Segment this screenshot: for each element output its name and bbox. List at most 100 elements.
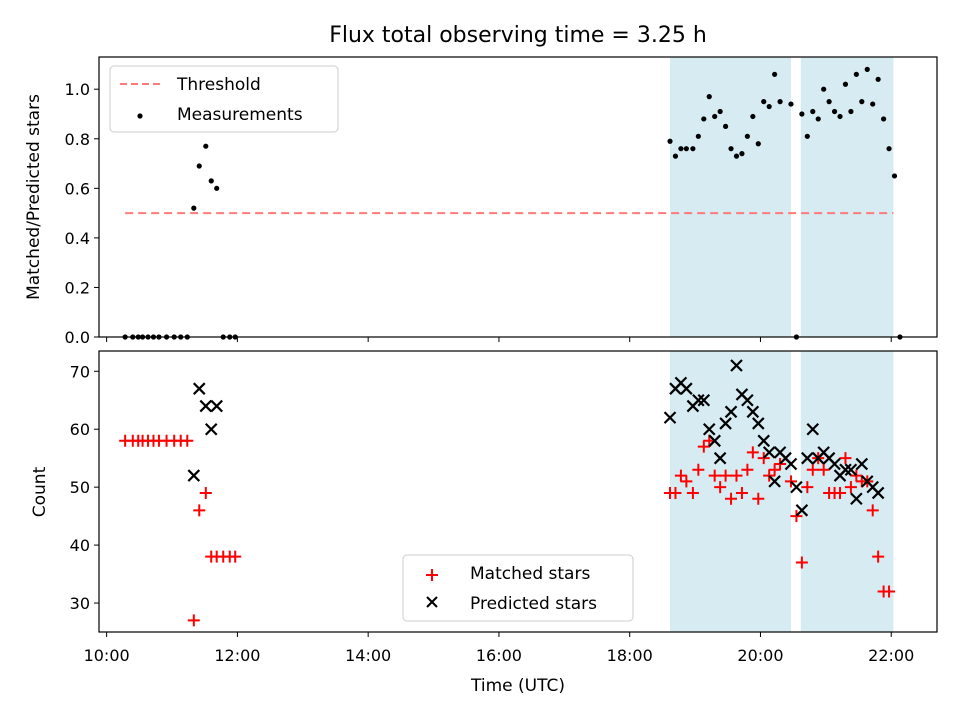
- measurement-point: [777, 99, 783, 105]
- legend-threshold-label: Threshold: [176, 75, 261, 95]
- top-axes-frame: [98, 56, 938, 338]
- measurement-point: [706, 94, 712, 100]
- measurement-point: [799, 111, 805, 117]
- matched-star-point: [714, 481, 727, 494]
- predicted-star-point: [828, 457, 841, 471]
- x-tick-label: 20:00: [737, 646, 783, 665]
- y-tick-label: 0.4: [65, 229, 90, 248]
- top-panel: 0.0 0.2 0.4 0.6 0.8 1.0 Matched/Predicted sta…: [24, 56, 938, 347]
- measurement-point: [766, 103, 772, 110]
- matched-star-point: [193, 504, 206, 517]
- predicted-star-point: [713, 451, 727, 465]
- measurement-point: [208, 178, 214, 184]
- measurement-point: [875, 76, 881, 82]
- matched-star-point: [746, 446, 759, 459]
- measurement-point: [810, 108, 816, 115]
- measurement-point: [837, 113, 843, 120]
- measurement-point: [848, 108, 854, 115]
- measurement-point: [826, 99, 832, 105]
- matched-star-point: [768, 463, 781, 476]
- predicted-star-point: [806, 422, 820, 436]
- predicted-star-point: [790, 480, 803, 494]
- matched-star-point: [741, 463, 754, 476]
- y-tick-label: 0.2: [65, 278, 90, 297]
- measurement-point: [191, 205, 197, 211]
- matched-star-point: [229, 550, 242, 563]
- measurement-point: [690, 146, 696, 152]
- matched-star-point: [187, 614, 200, 627]
- measurement-point: [712, 113, 718, 120]
- predicted-star-point: [795, 504, 809, 517]
- matched-star-point: [790, 510, 803, 523]
- measurement-point: [870, 101, 876, 107]
- matched-star-point: [844, 481, 857, 494]
- observing-window-shade: [670, 57, 791, 337]
- top-y-axis-label: Matched/Predicted stars: [24, 94, 44, 300]
- predicted-star-point: [702, 422, 716, 436]
- matched-star-point: [774, 457, 787, 470]
- predicted-star-point: [187, 469, 201, 482]
- matched-star-point: [839, 452, 852, 465]
- top-legend-box: [109, 65, 339, 133]
- matched-star-point: [801, 481, 814, 494]
- measurement-point: [672, 153, 679, 159]
- measurement-point: [772, 71, 778, 77]
- matched-star-point: [697, 440, 710, 453]
- predicted-star-point: [839, 463, 852, 477]
- x-tick-label: 12:00: [214, 646, 260, 665]
- matched-star-point: [735, 486, 748, 499]
- y-tick-label: 70: [70, 362, 90, 381]
- observing-window-shade: [670, 351, 791, 632]
- legend-predicted-swatch: [426, 596, 438, 608]
- measurement-point: [667, 138, 673, 144]
- measurement-point: [821, 86, 827, 92]
- matched-star-point: [784, 475, 797, 488]
- bottom-y-axis-label: Count: [30, 466, 50, 517]
- predicted-star-point: [768, 475, 781, 488]
- measurement-point: [886, 146, 892, 152]
- x-tick-label: 22:00: [868, 646, 914, 665]
- predicted-star-point: [719, 417, 732, 430]
- measurement-point: [853, 71, 859, 77]
- y-tick-label: 60: [70, 420, 90, 439]
- measurement-point: [733, 153, 740, 159]
- y-tick-label: 0.8: [65, 130, 90, 149]
- predicted-star-point: [801, 451, 814, 465]
- measurement-point: [831, 108, 838, 115]
- x-tick-label: 18:00: [607, 646, 653, 665]
- y-tick-label: 0.6: [65, 179, 90, 198]
- predicted-star-point: [871, 486, 885, 500]
- predicted-star-point: [192, 382, 206, 395]
- predicted-star-point: [741, 393, 754, 407]
- matched-star-point: [708, 469, 721, 482]
- predicted-star-point: [762, 446, 776, 459]
- measurement-point: [761, 99, 767, 105]
- legend-measurements-label: Measurements: [177, 105, 303, 125]
- measurement-point: [214, 185, 220, 191]
- measurement-point: [203, 143, 209, 149]
- predicted-star-point: [850, 492, 863, 506]
- bottom-legend-box: [402, 554, 634, 622]
- predicted-star-point: [746, 405, 760, 419]
- predicted-star-point: [724, 405, 738, 419]
- matched-star-point: [817, 463, 830, 476]
- matched-star-point: [674, 469, 687, 482]
- predicted-star-point: [199, 399, 213, 413]
- y-tick-label: 1.0: [65, 80, 90, 99]
- predicted-star-point: [692, 393, 705, 407]
- matched-star-point: [680, 475, 693, 488]
- predicted-star-point: [844, 463, 858, 477]
- measurement-point: [196, 163, 202, 169]
- bottom-axes-frame: [98, 350, 938, 633]
- matched-star-point: [883, 585, 896, 598]
- y-tick-label: 0.0: [65, 328, 90, 347]
- matched-star-point: [834, 486, 847, 499]
- measurement-point: [804, 133, 810, 139]
- y-tick-label: 40: [70, 536, 90, 555]
- matched-star-point: [757, 452, 770, 465]
- legend-matched-swatch: [426, 569, 438, 581]
- measurement-point: [728, 146, 734, 152]
- measurement-point: [744, 133, 750, 139]
- matched-star-point: [752, 492, 765, 505]
- predicted-star-point: [752, 417, 765, 430]
